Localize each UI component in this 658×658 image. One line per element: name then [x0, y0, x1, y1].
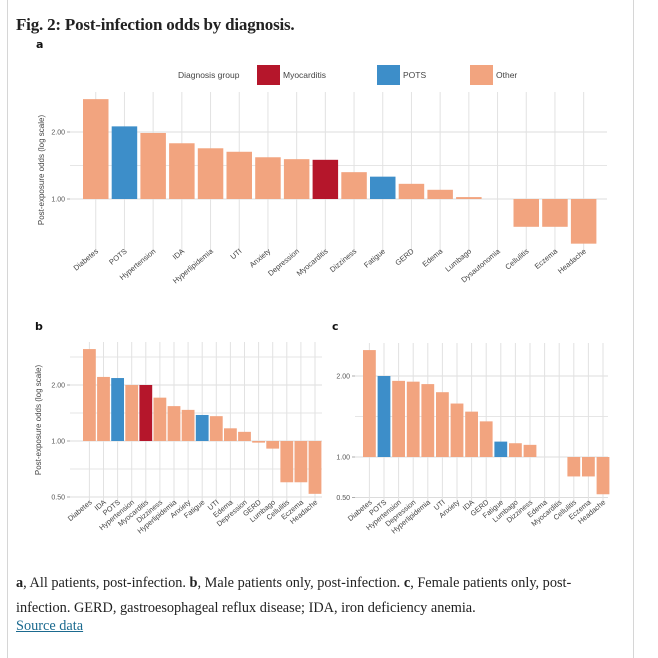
- x-tick-label-diabetes: Diabetes: [72, 246, 101, 272]
- bar-edema: [224, 428, 237, 441]
- bar-pots: [111, 378, 124, 441]
- x-tick-label-dizziness: Dizziness: [328, 246, 359, 274]
- y-tick-label: 2.00: [51, 383, 65, 390]
- bar-diabetes: [83, 349, 96, 441]
- bar-uti: [226, 151, 252, 199]
- bar-lumbago: [509, 443, 522, 457]
- bar-dizziness: [153, 397, 167, 441]
- bar-cellulitis: [280, 441, 294, 483]
- caption-a-label: a: [16, 575, 24, 591]
- legend-swatch-myocarditis: [257, 65, 280, 85]
- bar-headache: [308, 441, 322, 494]
- x-tick-label-edema: Edema: [420, 246, 445, 269]
- bar-hyperlipidemia: [421, 384, 435, 457]
- source-data-link[interactable]: Source data: [16, 618, 84, 634]
- bar-lumbago: [266, 441, 280, 449]
- legend-swatch-pots: [377, 65, 400, 85]
- x-tick-label-eczema: Eczema: [533, 246, 560, 271]
- chart-c: 0.501.002.00DiabetesPOTSHypertensionDepr…: [336, 343, 610, 536]
- figure-caption: a, All patients, post-infection. b, Male…: [16, 571, 616, 621]
- bar-uti: [209, 416, 223, 441]
- y-tick-label: 2.00: [51, 130, 65, 137]
- bar-ida: [169, 143, 195, 199]
- bar-headache: [596, 457, 610, 495]
- bar-diabetes: [363, 350, 376, 457]
- legend: Diagnosis group Myocarditis POTS Other: [178, 65, 517, 85]
- x-tick-label-fatigue: Fatigue: [362, 247, 387, 270]
- bar-eczema: [294, 441, 308, 483]
- panel-label-c: c: [332, 320, 339, 333]
- x-tick-label-pots: POTS: [107, 247, 128, 267]
- x-tick-label-cellulitis: Cellulitis: [503, 246, 530, 271]
- bar-depression: [406, 381, 420, 457]
- x-tick-label-diabetes: Diabetes: [66, 497, 94, 523]
- x-tick-label-headache: Headache: [556, 247, 588, 276]
- bar-lumbago: [456, 197, 482, 199]
- bar-anxiety: [181, 409, 195, 441]
- y-tick-label: 2.00: [336, 374, 350, 381]
- bar-uti: [436, 392, 449, 457]
- legend-swatch-other: [470, 65, 493, 85]
- caption-b-label: b: [189, 575, 198, 591]
- panel-label-a: a: [36, 38, 44, 51]
- caption-a-text: , All patients, post-infection.: [23, 575, 190, 591]
- y-tick-label: 1.00: [336, 455, 350, 462]
- bar-depression: [238, 431, 251, 441]
- y-tick-label: 1.00: [51, 439, 65, 446]
- bar-depression: [283, 159, 310, 199]
- bar-eczema: [582, 457, 595, 477]
- x-tick-label-ida: IDA: [171, 247, 186, 262]
- bar-anxiety: [450, 403, 464, 457]
- bar-edema: [427, 189, 453, 199]
- x-tick-label-uti: UTI: [228, 247, 243, 262]
- bar-fatigue: [494, 441, 508, 457]
- bar-ida: [97, 376, 110, 441]
- caption-c-label: c: [403, 575, 411, 591]
- y-tick-label: 1.00: [51, 197, 65, 204]
- bar-hypertension: [392, 380, 405, 457]
- bar-dizziness: [523, 444, 537, 457]
- bar-fatigue: [370, 176, 396, 199]
- legend-label-other: Other: [496, 70, 517, 80]
- bar-eczema: [542, 199, 568, 227]
- bar-headache: [570, 199, 597, 244]
- bar-myocarditis: [312, 159, 339, 199]
- y-axis-label: Post-exposure odds (log scale): [37, 115, 46, 226]
- x-tick-label-anxiety: Anxiety: [248, 246, 273, 269]
- y-axis-label: Post-exposure odds (log scale): [34, 365, 43, 476]
- panel-label-b: b: [35, 320, 43, 333]
- bar-gerd: [252, 441, 265, 443]
- bar-hyperlipidemia: [167, 406, 181, 441]
- bar-fatigue: [195, 414, 209, 441]
- x-tick-label-myocarditis: Myocarditis: [295, 246, 330, 277]
- bar-ida: [465, 411, 478, 457]
- bar-anxiety: [255, 157, 281, 199]
- bar-gerd: [398, 183, 425, 199]
- bar-cellulitis: [567, 457, 581, 477]
- caption-c-text: , Female patients only, post-infection. …: [16, 575, 572, 616]
- chart-a: 1.00 2.00 Post-exposure odds (log scale) Di…: [37, 92, 607, 285]
- bar-hypertension: [140, 132, 166, 199]
- bar-hypertension: [125, 385, 139, 441]
- bar-diabetes: [83, 99, 109, 199]
- bar-pots: [111, 126, 138, 199]
- caption-b-text: , Male patients only, post-infection.: [197, 575, 404, 591]
- bar-gerd: [479, 421, 493, 457]
- bar-pots: [377, 376, 391, 457]
- legend-label-myocarditis: Myocarditis: [283, 70, 326, 80]
- x-tick-label-gerd: GERD: [393, 246, 416, 267]
- chart-b: 0.50 1.00 2.00 Post-exposure odds (log scal…: [34, 342, 322, 536]
- figure-title: Fig. 2: Post-infection odds by diagnosis…: [16, 15, 295, 34]
- legend-title: Diagnosis group: [178, 70, 240, 80]
- bar-cellulitis: [513, 199, 539, 227]
- bar-myocarditis: [139, 385, 153, 441]
- figure-frame: [7, 0, 634, 658]
- y-tick-label: 0.50: [336, 495, 350, 502]
- legend-label-pots: POTS: [403, 70, 426, 80]
- bar-hyperlipidemia: [197, 148, 224, 199]
- y-tick-label: 0.50: [51, 495, 65, 502]
- bar-dizziness: [341, 172, 367, 199]
